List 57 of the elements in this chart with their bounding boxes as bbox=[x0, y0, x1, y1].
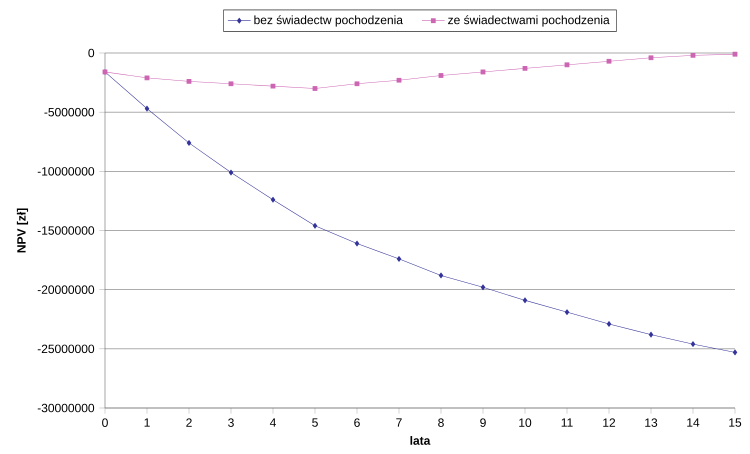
point bbox=[354, 81, 360, 86]
x-tick-label: 10 bbox=[519, 418, 532, 427]
point bbox=[606, 58, 612, 64]
point bbox=[690, 52, 696, 58]
point bbox=[480, 284, 486, 290]
x-tick-label: 2 bbox=[186, 418, 192, 427]
x-tick-label: 12 bbox=[603, 418, 616, 427]
point bbox=[270, 196, 276, 203]
y-tick-label: -25000000 bbox=[38, 344, 94, 354]
point bbox=[312, 86, 318, 91]
x-tick-label: 7 bbox=[396, 418, 402, 427]
point bbox=[186, 140, 192, 146]
point bbox=[648, 55, 654, 60]
point bbox=[228, 170, 234, 176]
point bbox=[228, 81, 234, 86]
point bbox=[732, 52, 738, 57]
x-tick-label: 15 bbox=[729, 418, 742, 427]
point bbox=[690, 341, 696, 348]
point bbox=[144, 75, 150, 80]
point bbox=[606, 321, 612, 327]
point bbox=[270, 84, 276, 89]
legend-label: ze świadectwami pochodzenia bbox=[448, 15, 610, 27]
y-tick-label: -20000000 bbox=[38, 285, 94, 294]
legend-label: bez świadectw pochodzenia bbox=[254, 15, 403, 27]
x-tick-label: 0 bbox=[102, 418, 108, 427]
point bbox=[564, 309, 570, 316]
point bbox=[186, 78, 192, 84]
x-tick-label: 6 bbox=[354, 418, 360, 427]
x-tick-label: 5 bbox=[312, 418, 318, 427]
x-tick-label: 14 bbox=[687, 418, 700, 427]
point bbox=[438, 73, 444, 78]
x-tick-label: 11 bbox=[562, 418, 573, 427]
x-tick-label: 4 bbox=[270, 418, 276, 427]
y-axis-title: NPV [zł] bbox=[16, 208, 28, 252]
point bbox=[732, 349, 738, 356]
point bbox=[312, 222, 318, 229]
x-tick-label: 3 bbox=[228, 418, 234, 427]
point bbox=[522, 66, 528, 71]
point bbox=[396, 78, 402, 83]
point bbox=[480, 70, 486, 74]
y-tick-label: 0 bbox=[88, 48, 94, 58]
y-tick-label: -30000000 bbox=[38, 404, 94, 412]
y-tick-label: -10000000 bbox=[38, 167, 94, 176]
x-tick-label: 9 bbox=[480, 418, 486, 427]
y-tick-label: -5000000 bbox=[44, 108, 94, 116]
x-tick-label: 8 bbox=[438, 418, 444, 427]
point bbox=[522, 297, 528, 304]
point bbox=[354, 240, 360, 246]
point bbox=[438, 272, 444, 278]
x-tick-label: 13 bbox=[645, 418, 658, 427]
x-axis-title: lata bbox=[410, 436, 430, 445]
x-tick-label: 1 bbox=[144, 418, 150, 427]
point bbox=[564, 62, 570, 68]
point bbox=[396, 256, 402, 262]
y-tick-label: -15000000 bbox=[38, 226, 94, 235]
point bbox=[144, 106, 150, 112]
point bbox=[648, 332, 654, 338]
